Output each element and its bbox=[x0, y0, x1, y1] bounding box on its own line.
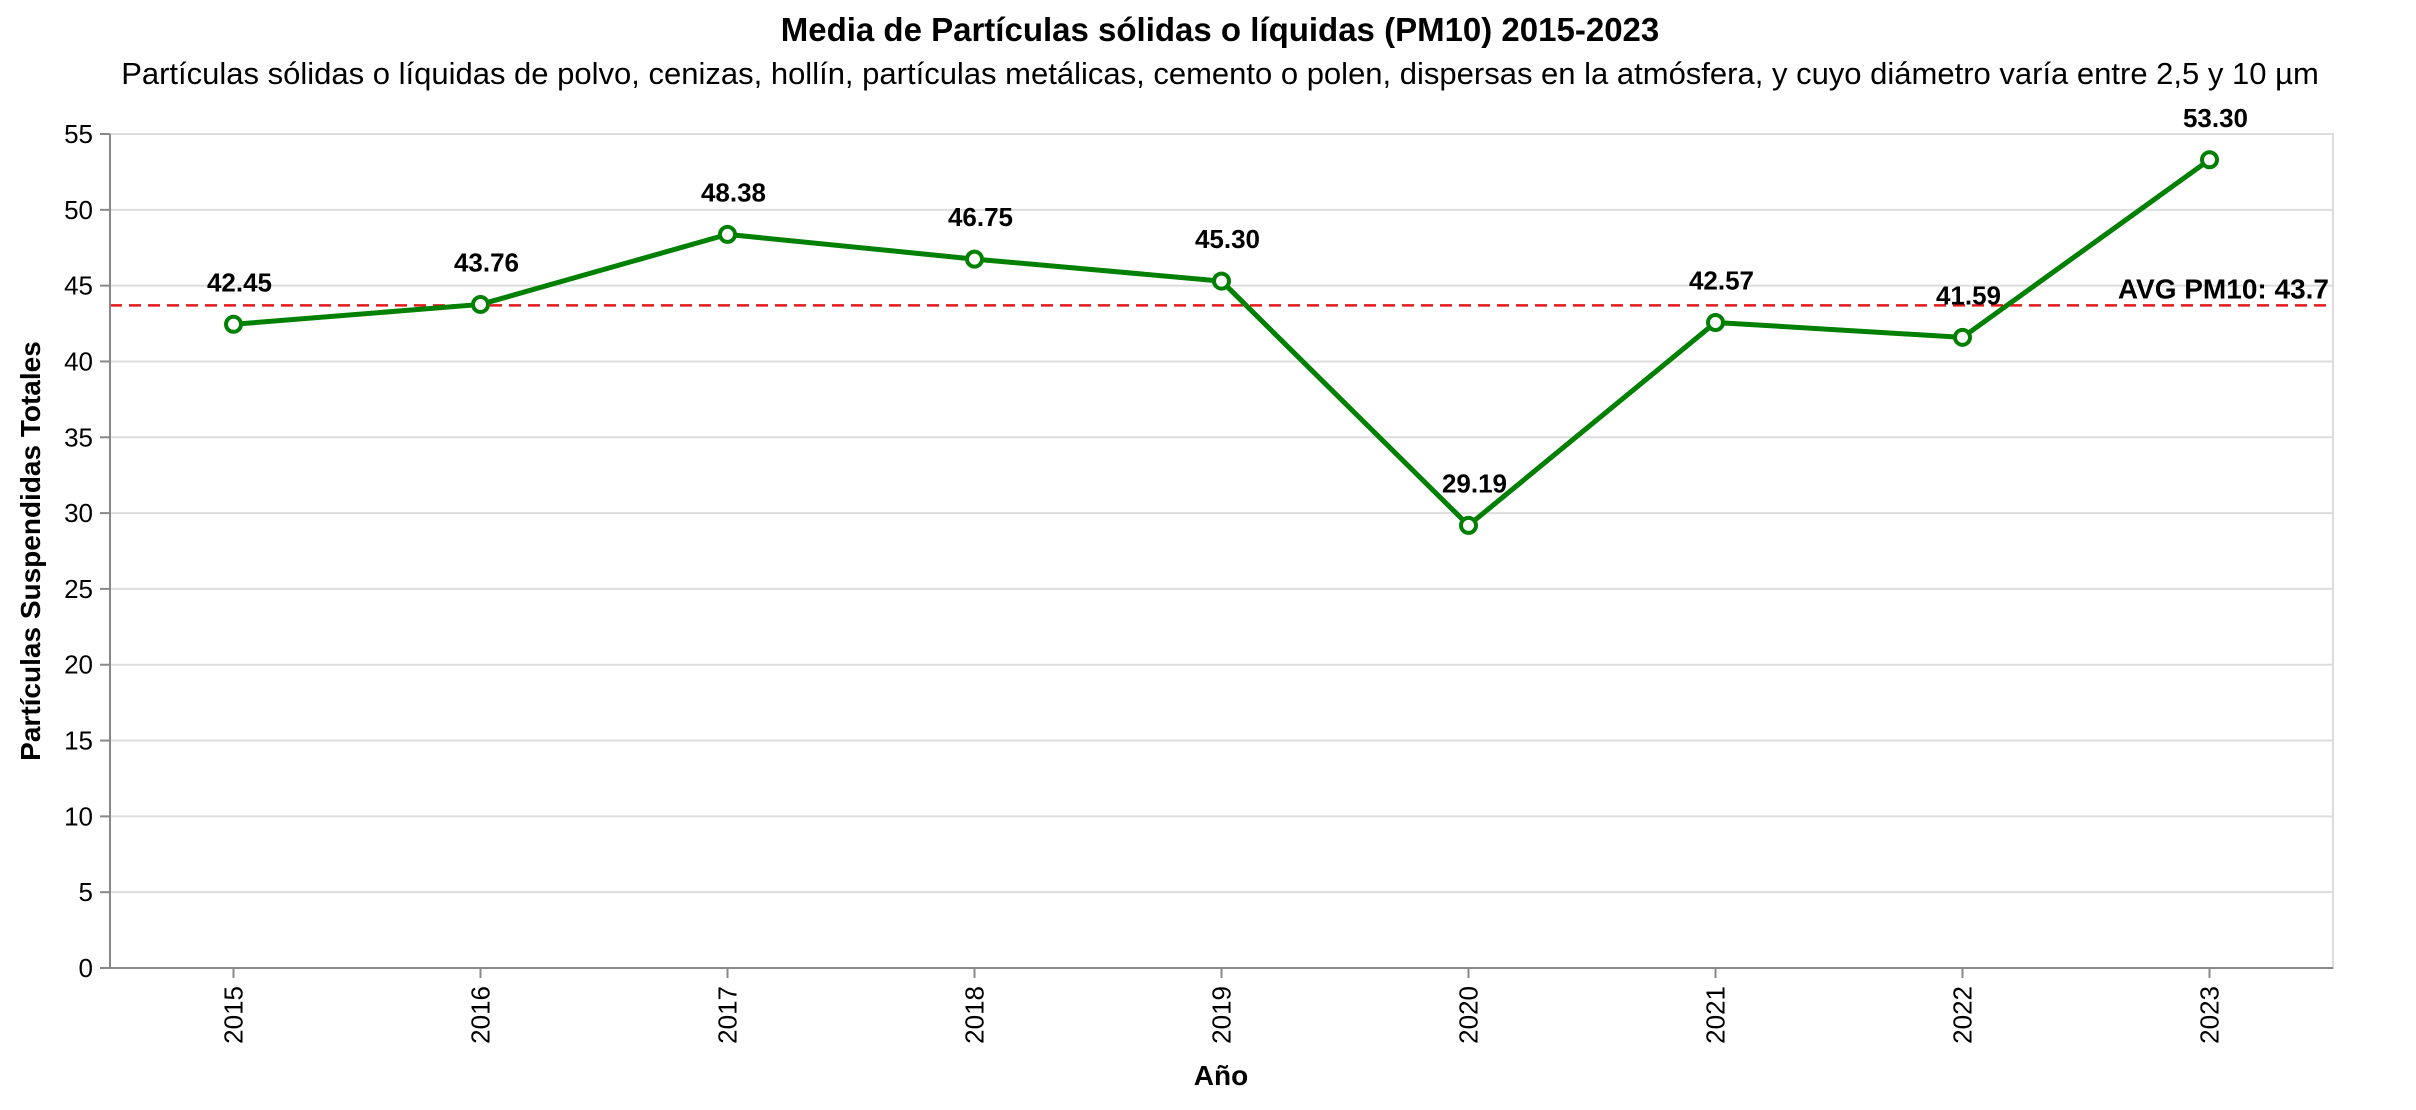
series-pm10 bbox=[224, 150, 2219, 535]
y-tick-label: 35 bbox=[64, 422, 93, 452]
y-axis-title: Partículas Suspendidas Totales bbox=[15, 341, 46, 761]
y-tick-label: 30 bbox=[64, 498, 93, 528]
data-point-2022 bbox=[1953, 327, 1972, 347]
chart-subtitle: Partículas sólidas o líquidas de polvo, … bbox=[121, 56, 2319, 91]
chart-title: Media de Partículas sólidas o líquidas (… bbox=[781, 11, 1660, 48]
x-tick-label: 2019 bbox=[1207, 986, 1237, 1044]
data-point-2019 bbox=[1212, 271, 1231, 291]
x-tick-label: 2018 bbox=[960, 986, 990, 1044]
data-label-2016: 43.76 bbox=[454, 247, 519, 277]
data-label-2015: 42.45 bbox=[207, 267, 272, 297]
y-tick-label: 15 bbox=[64, 726, 93, 756]
x-tick-label: 2022 bbox=[1948, 986, 1978, 1044]
data-point-2017 bbox=[718, 224, 737, 244]
series-line bbox=[231, 157, 2212, 528]
x-axis-title: Año bbox=[1194, 1060, 1248, 1091]
y-tick-label: 10 bbox=[64, 801, 93, 831]
data-label-2022: 41.59 bbox=[1936, 280, 2001, 310]
x-tick-label: 2020 bbox=[1454, 986, 1484, 1044]
y-tick-label: 25 bbox=[64, 574, 93, 604]
y-tick-label: 45 bbox=[64, 271, 93, 301]
axes: 0 5 10 15 20 25 30 35 40 45 50 55 2015 2016 2017 2018 20… bbox=[64, 119, 2333, 1044]
data-point-2016 bbox=[471, 294, 490, 314]
y-tick-label: 20 bbox=[64, 650, 93, 680]
y-tick-label: 0 bbox=[79, 953, 93, 983]
x-tick-label: 2023 bbox=[2195, 986, 2225, 1044]
y-tick-label: 55 bbox=[64, 119, 93, 149]
data-label-2019: 45.30 bbox=[1195, 224, 1260, 254]
data-label-2018: 46.75 bbox=[948, 202, 1013, 232]
data-point-2020 bbox=[1459, 515, 1478, 535]
plot-frame bbox=[109, 133, 2334, 969]
data-point-2023 bbox=[2200, 150, 2219, 170]
x-tick-label: 2015 bbox=[219, 986, 249, 1044]
y-tick-label: 40 bbox=[64, 346, 93, 376]
data-label-2020: 29.19 bbox=[1442, 468, 1507, 498]
data-label-2023: 53.30 bbox=[2183, 103, 2248, 133]
data-point-2015 bbox=[224, 314, 243, 334]
x-tick-label: 2017 bbox=[713, 986, 743, 1044]
data-label-2017: 48.38 bbox=[701, 177, 766, 207]
y-tick-label: 50 bbox=[64, 195, 93, 225]
y-tick-label: 5 bbox=[79, 877, 93, 907]
x-tick-label: 2021 bbox=[1701, 986, 1731, 1044]
data-point-2021 bbox=[1706, 312, 1725, 332]
data-label-2021: 42.57 bbox=[1689, 265, 1754, 295]
gridlines bbox=[110, 133, 2333, 969]
data-point-2018 bbox=[965, 249, 984, 269]
data-labels: 42.45 43.76 48.38 46.75 45.30 29.19 42.57 41.59… bbox=[207, 103, 2248, 499]
x-tick-label: 2016 bbox=[466, 986, 496, 1044]
reference-line-label: AVG PM10: 43.7 bbox=[2118, 273, 2329, 304]
